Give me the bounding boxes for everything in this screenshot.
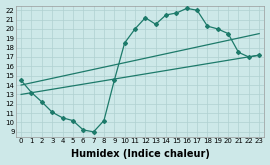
- X-axis label: Humidex (Indice chaleur): Humidex (Indice chaleur): [71, 149, 210, 159]
